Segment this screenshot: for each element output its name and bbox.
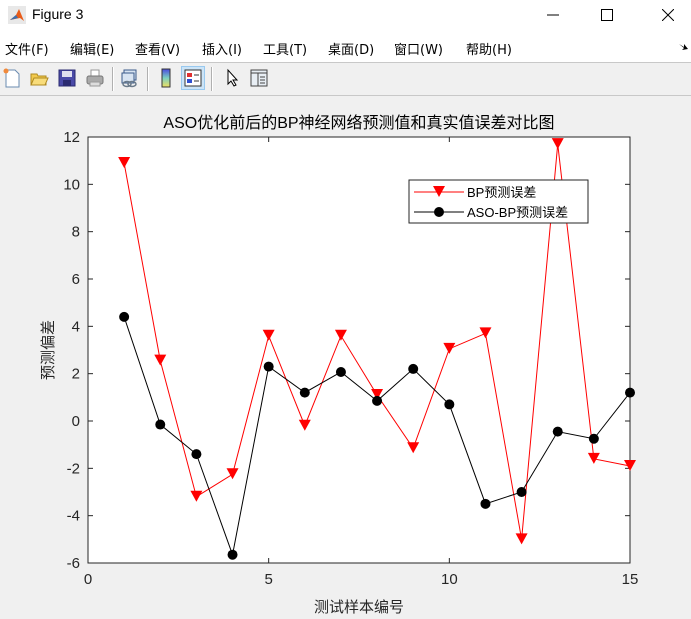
circle-marker: [408, 363, 419, 374]
toolbar-separator: [112, 67, 114, 91]
legend-entry-label: ASO-BP预测误差: [467, 205, 568, 220]
new-file-icon: [3, 68, 20, 88]
plot-series: [118, 138, 636, 560]
open-file-button[interactable]: [27, 66, 51, 90]
triangle-down-marker: [433, 186, 445, 197]
axis-ticks: 0 5 10 15 -6 -4 -2 0 2 4 6 8 10 12: [63, 129, 638, 588]
y-tick-label: -2: [67, 460, 80, 477]
colorbar-icon: [161, 68, 171, 88]
menu-window[interactable]: 窗口(W): [394, 43, 443, 58]
y-tick-label: 6: [72, 271, 80, 288]
link-plot-icon: [121, 69, 137, 88]
circle-marker: [191, 449, 202, 460]
x-tick-label: 10: [441, 571, 458, 588]
chart-title: ASO优化前后的BP神经网络预测值和真实值误差对比图: [163, 113, 554, 132]
y-tick-label: -4: [67, 508, 80, 525]
figure-toolbar: [0, 63, 691, 96]
triangle-down-marker: [298, 419, 311, 431]
menu-view[interactable]: 查看(V): [135, 43, 181, 58]
circle-marker: [227, 549, 238, 560]
triangle-down-marker: [624, 459, 636, 471]
y-tick-label: 10: [63, 176, 80, 193]
window-titlebar: Figure 3: [0, 0, 691, 30]
property-inspector-button[interactable]: [247, 66, 271, 90]
circle-marker: [444, 399, 455, 410]
x-axis-label: 测试样本编号: [314, 599, 404, 616]
figure-canvas: ASO优化前后的BP神经网络预测值和真实值误差对比图 0 5 10 15-6-4-20…: [40, 113, 638, 616]
close-button[interactable]: [645, 0, 691, 30]
save-button[interactable]: [55, 66, 79, 90]
circle-marker: [263, 361, 274, 372]
maximize-icon: [601, 9, 613, 21]
legend[interactable]: BP预测误差 ASO-BP预测误差: [408, 179, 589, 224]
printer-icon: [86, 69, 104, 87]
toolbar-separator: [147, 67, 149, 91]
menu-tools[interactable]: 工具(T): [263, 43, 308, 58]
triangle-down-marker: [551, 138, 564, 150]
triangle-down-marker: [190, 490, 203, 502]
circle-marker: [155, 419, 166, 430]
panel-icon: [250, 69, 268, 87]
window-title: Figure 3: [32, 6, 84, 22]
insert-colorbar-button[interactable]: [154, 66, 178, 90]
x-tick-label: 15: [622, 571, 639, 588]
x-tick-label: 0: [84, 571, 92, 588]
circle-marker: [434, 207, 444, 217]
circle-marker: [588, 433, 599, 444]
menu-bar: 文件(F) 编辑(E) 查看(V) 插入(I) 工具(T) 桌面(D) 窗口(W…: [0, 30, 691, 63]
triangle-down-marker: [515, 533, 528, 545]
triangle-down-marker: [407, 442, 420, 454]
menu-insert[interactable]: 插入(I): [202, 43, 242, 58]
pointer-arrow-icon: [227, 68, 239, 87]
legend-entry-label: BP预测误差: [467, 185, 536, 200]
y-tick-label: 2: [72, 366, 80, 383]
series-1: [119, 311, 635, 560]
minimize-button[interactable]: [530, 0, 576, 30]
insert-legend-button[interactable]: [181, 66, 205, 90]
legend-icon: [184, 69, 202, 87]
triangle-down-marker: [226, 468, 239, 480]
circle-marker: [119, 311, 130, 322]
new-figure-button[interactable]: [0, 66, 24, 90]
edit-plot-button[interactable]: [220, 66, 244, 90]
matlab-logo-icon: [8, 6, 26, 24]
triangle-down-marker: [479, 327, 492, 339]
x-tick-label: 5: [264, 571, 272, 588]
y-tick-label: 12: [63, 129, 80, 146]
menu-help[interactable]: 帮助(H): [466, 43, 512, 58]
circle-marker: [480, 498, 491, 509]
y-tick-label: 0: [72, 413, 80, 430]
circle-marker: [552, 426, 563, 437]
triangle-down-marker: [118, 157, 131, 169]
triangle-down-marker: [443, 342, 456, 354]
maximize-button[interactable]: [584, 0, 630, 30]
print-button[interactable]: [83, 66, 107, 90]
y-tick-label: -6: [67, 555, 80, 572]
triangle-down-marker: [154, 354, 167, 366]
triangle-down-marker: [334, 329, 347, 341]
y-tick-label: 4: [72, 318, 80, 335]
circle-marker: [299, 387, 310, 398]
series-0: [118, 138, 636, 545]
dock-arrow-icon[interactable]: [679, 43, 689, 51]
save-disk-icon: [58, 69, 76, 87]
folder-open-icon: [30, 73, 49, 86]
triangle-down-marker: [587, 452, 600, 464]
circle-marker: [335, 367, 346, 378]
circle-marker: [516, 487, 527, 497]
menu-desktop[interactable]: 桌面(D): [328, 43, 375, 58]
y-tick-label: 8: [72, 224, 80, 241]
minimize-icon: [547, 14, 559, 16]
circle-marker: [625, 387, 635, 398]
link-plot-button[interactable]: [117, 66, 141, 90]
triangle-down-marker: [371, 388, 384, 400]
circle-marker: [372, 395, 383, 406]
y-axis-label: 预测偏差: [40, 320, 57, 380]
close-icon: [662, 9, 674, 21]
menu-file[interactable]: 文件(F): [5, 43, 49, 58]
menu-edit[interactable]: 编辑(E): [70, 43, 115, 58]
toolbar-separator: [211, 67, 213, 91]
triangle-down-marker: [262, 329, 275, 341]
